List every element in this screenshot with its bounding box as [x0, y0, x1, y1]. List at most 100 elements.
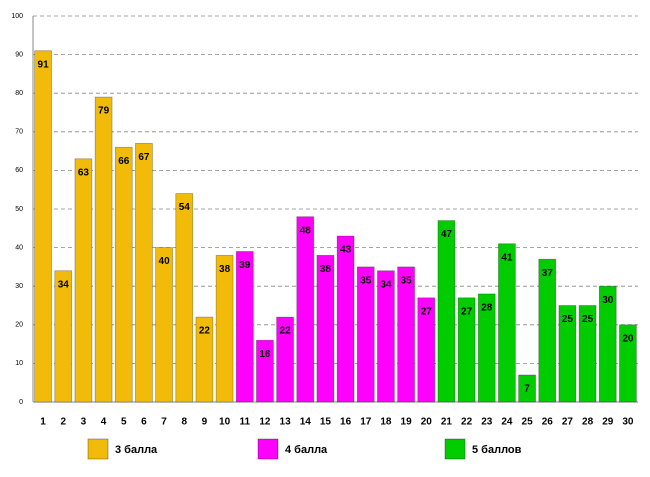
bar: [235, 251, 254, 403]
data-label: 25: [562, 314, 574, 325]
x-tick-label: 11: [239, 417, 250, 428]
y-tick-label: 90: [15, 51, 23, 58]
legend-label: 3 балла: [115, 444, 158, 456]
data-label: 22: [280, 326, 292, 337]
data-label: 35: [401, 276, 413, 287]
legend-swatch: [87, 438, 109, 460]
data-label: 16: [259, 349, 271, 360]
y-tick-label: 50: [15, 206, 23, 213]
bar: [34, 50, 52, 403]
x-tick-label: 21: [441, 417, 453, 428]
bar: [518, 374, 536, 403]
x-tick-label: 28: [582, 417, 594, 428]
bar: [114, 146, 133, 403]
x-tick-label: 18: [380, 417, 392, 428]
x-tick-label: 3: [81, 417, 87, 428]
data-label: 38: [320, 264, 332, 275]
bar: [316, 254, 335, 403]
bar: [598, 285, 617, 403]
y-tick-label: 40: [15, 244, 23, 251]
legend-label: 4 балла: [285, 444, 328, 456]
x-tick-label: 14: [300, 417, 312, 428]
data-label: 37: [542, 268, 554, 279]
data-label: 30: [602, 295, 614, 306]
y-tick-label: 80: [15, 90, 23, 97]
x-tick-label: 4: [101, 417, 107, 428]
x-tick-label: 16: [340, 417, 352, 428]
bar: [477, 293, 496, 403]
y-tick-label: 70: [15, 129, 23, 136]
data-label: 35: [360, 276, 372, 287]
x-tick-label: 5: [121, 417, 127, 428]
data-label: 28: [481, 303, 493, 314]
data-label: 40: [159, 256, 171, 267]
bar: [155, 247, 173, 403]
data-label: 34: [58, 279, 70, 290]
data-label: 7: [524, 384, 530, 395]
bar: [417, 297, 436, 403]
bar: [437, 220, 456, 403]
x-tick-label: 23: [481, 417, 493, 428]
data-label: 41: [501, 252, 513, 263]
bar: [457, 297, 476, 403]
x-tick-label: 26: [542, 417, 554, 428]
y-tick-label: 0: [19, 399, 23, 406]
data-label: 66: [118, 156, 130, 167]
bar: [276, 316, 294, 403]
data-label: 63: [78, 167, 90, 178]
data-label: 25: [582, 314, 594, 325]
x-tick-label: 6: [141, 417, 147, 428]
x-tick-label: 29: [602, 417, 614, 428]
data-label: 91: [38, 59, 50, 70]
bar: [558, 305, 577, 403]
bar: [296, 216, 315, 403]
x-tick-label: 22: [461, 417, 473, 428]
bar: [175, 193, 194, 403]
x-tick-label: 19: [401, 417, 413, 428]
x-tick-label: 12: [259, 417, 271, 428]
x-tick-label: 17: [360, 417, 372, 428]
x-tick-label: 8: [181, 417, 187, 428]
data-label: 47: [441, 229, 453, 240]
data-label: 38: [219, 264, 231, 275]
data-label: 48: [300, 225, 312, 236]
x-tick-label: 9: [202, 417, 208, 428]
x-tick-label: 2: [60, 417, 66, 428]
data-label: 34: [380, 279, 392, 290]
y-tick-label: 10: [15, 360, 23, 367]
y-tick-label: 60: [15, 167, 23, 174]
bar: [538, 258, 557, 403]
bar: [578, 305, 597, 403]
data-label: 54: [179, 202, 191, 213]
x-tick-label: 27: [562, 417, 574, 428]
legend-swatch: [257, 438, 279, 460]
x-tick-label: 1: [40, 417, 46, 428]
x-tick-label: 13: [280, 417, 292, 428]
x-tick-label: 25: [522, 417, 534, 428]
x-tick-label: 7: [161, 417, 167, 428]
x-tick-label: 30: [622, 417, 634, 428]
bar: [195, 316, 214, 403]
bar: [498, 243, 516, 403]
bar: [135, 143, 153, 403]
data-label: 27: [461, 306, 473, 317]
y-tick-label: 100: [11, 13, 23, 20]
data-label: 39: [239, 260, 251, 271]
x-tick-label: 20: [421, 417, 433, 428]
bar: [619, 324, 637, 403]
data-label: 67: [138, 152, 150, 163]
x-tick-label: 24: [501, 417, 513, 428]
y-tick-label: 20: [15, 322, 23, 329]
data-label: 43: [340, 245, 352, 256]
bar: [356, 266, 375, 403]
bar: [397, 266, 415, 403]
y-tick-label: 30: [15, 283, 23, 290]
data-label: 20: [622, 333, 634, 344]
x-tick-label: 10: [219, 417, 231, 428]
bar: [54, 270, 73, 403]
bar: [94, 96, 113, 403]
bar: [377, 270, 395, 403]
bar: [215, 254, 234, 403]
